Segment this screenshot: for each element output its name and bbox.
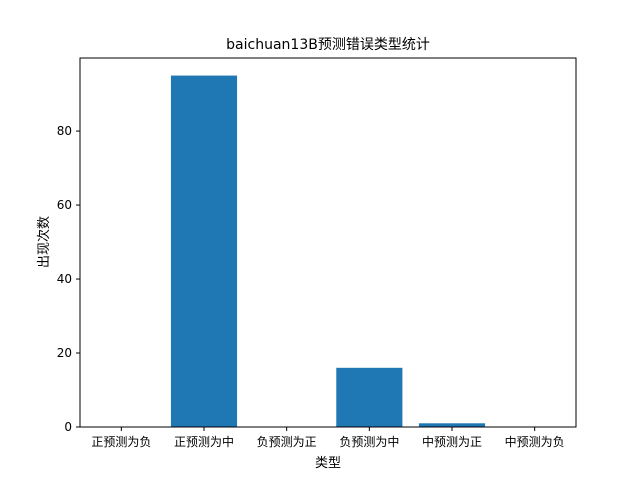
y-axis-ticks: 0 20 40 60 80 [57, 124, 80, 434]
y-tick-label: 40 [57, 272, 72, 286]
y-axis-label: 出现次数 [36, 216, 52, 268]
bars-group [170, 75, 486, 427]
plot-frame [79, 57, 577, 428]
x-tick-label: 中预测为正 [422, 434, 482, 449]
chart-title: baichuan13B预测错误类型统计 [226, 37, 430, 53]
x-tick-label: 负预测为正 [257, 435, 317, 449]
x-tick-label: 中预测为负 [505, 434, 565, 449]
x-axis-label: 类型 [315, 456, 341, 471]
y-tick-label: 20 [57, 346, 72, 360]
x-tick-label: 正预测为负 [91, 435, 151, 449]
y-tick-label: 60 [57, 198, 72, 212]
bar-3 [336, 367, 403, 427]
bar-1 [170, 75, 238, 427]
x-axis-ticks: 正预测为负 正预测为中 负预测为正 负预测为中 中预测为正 中预测为负 [91, 427, 565, 449]
y-tick-label: 0 [64, 420, 72, 434]
y-tick-label: 80 [57, 124, 72, 138]
x-tick-label: 正预测为中 [174, 434, 234, 449]
bar-4 [418, 423, 486, 427]
x-tick-label: 负预测为中 [339, 434, 399, 449]
